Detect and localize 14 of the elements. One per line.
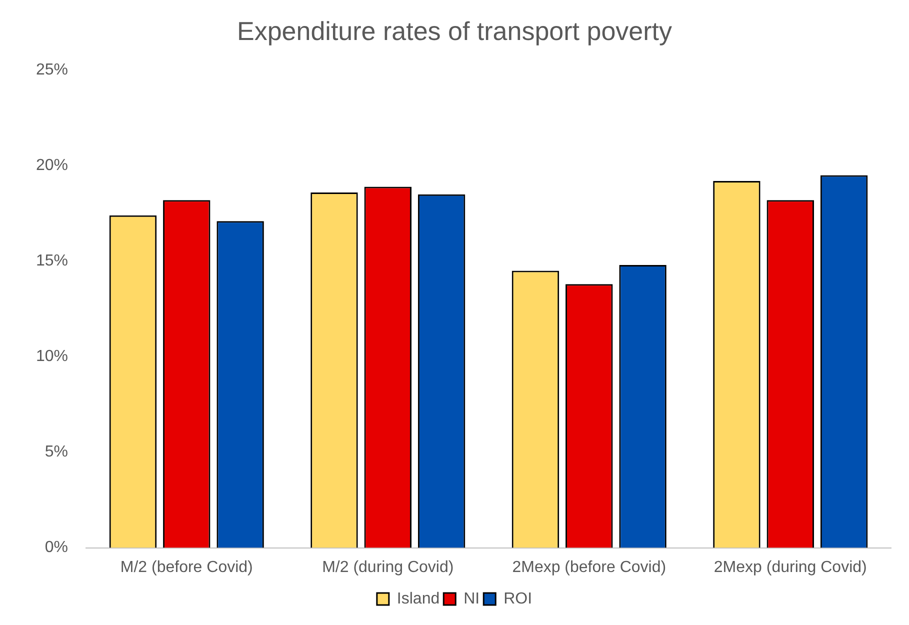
x-tick-label: M/2 (during Covid) bbox=[322, 558, 454, 576]
legend-label: ROI bbox=[504, 590, 532, 608]
legend-label: Island bbox=[396, 590, 440, 608]
y-tick-label: 15% bbox=[36, 252, 68, 270]
y-tick-label: 0% bbox=[44, 539, 68, 556]
x-tick-label: 2Mexp (before Covid) bbox=[512, 558, 666, 576]
x-tick-label: 2Mexp (during Covid) bbox=[714, 558, 867, 576]
legend-label: NI bbox=[464, 590, 480, 608]
y-tick-label: 10% bbox=[36, 348, 68, 366]
chart-title: Expenditure rates of transport poverty bbox=[236, 16, 672, 46]
y-tick-label: 25% bbox=[36, 62, 68, 79]
y-tick-label: 5% bbox=[44, 444, 68, 461]
y-tick-label: 20% bbox=[36, 157, 68, 174]
x-tick-label: M/2 (before Covid) bbox=[120, 558, 253, 576]
